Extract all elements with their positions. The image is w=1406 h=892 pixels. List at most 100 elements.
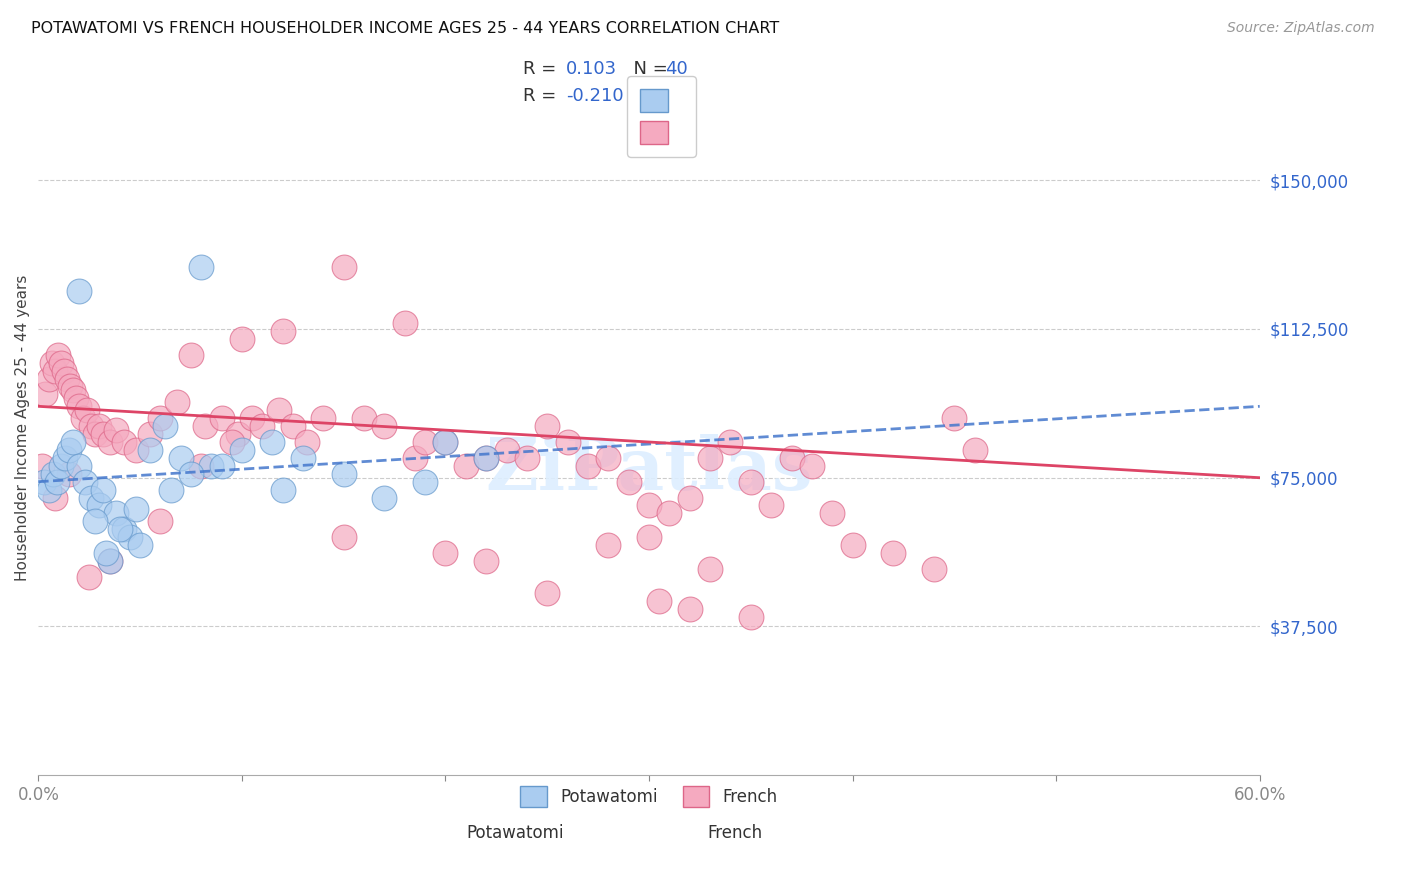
Point — [413, 475, 436, 489]
Point — [139, 442, 162, 457]
Point — [922, 562, 945, 576]
Point — [80, 419, 103, 434]
Text: 40: 40 — [665, 60, 688, 78]
Point — [34, 475, 56, 489]
Point — [780, 450, 803, 465]
Point — [166, 395, 188, 409]
Point — [65, 392, 87, 406]
Point — [129, 538, 152, 552]
Point — [291, 450, 314, 465]
Point — [394, 316, 416, 330]
Text: POTAWATOMI VS FRENCH HOUSEHOLDER INCOME AGES 25 - 44 YEARS CORRELATION CHART: POTAWATOMI VS FRENCH HOUSEHOLDER INCOME … — [31, 21, 779, 37]
Point — [53, 450, 76, 465]
Point — [98, 435, 121, 450]
Point — [118, 530, 141, 544]
Point — [373, 491, 395, 505]
Point — [821, 507, 844, 521]
Point — [699, 450, 721, 465]
Point — [149, 411, 172, 425]
Point — [67, 458, 90, 473]
Point — [963, 442, 986, 457]
Point — [617, 475, 640, 489]
Point — [190, 260, 212, 275]
Text: Potawatomi: Potawatomi — [465, 824, 564, 842]
Point — [231, 442, 253, 457]
Point — [536, 586, 558, 600]
Point — [200, 458, 222, 473]
Point — [679, 491, 702, 505]
Point — [52, 363, 75, 377]
Point — [98, 554, 121, 568]
Point — [475, 554, 498, 568]
Point — [536, 419, 558, 434]
Point — [67, 285, 90, 299]
Point — [139, 427, 162, 442]
Text: French: French — [707, 824, 762, 842]
Point — [841, 538, 863, 552]
Point — [38, 483, 60, 497]
Point — [62, 435, 84, 450]
Point — [557, 435, 579, 450]
Point — [31, 458, 53, 473]
Point — [190, 458, 212, 473]
Point — [75, 475, 97, 489]
Point — [576, 458, 599, 473]
Point — [153, 419, 176, 434]
Point — [149, 514, 172, 528]
Point — [434, 435, 457, 450]
Point — [112, 435, 135, 450]
Point — [89, 419, 111, 434]
Point — [720, 435, 742, 450]
Point — [49, 458, 72, 473]
Point — [41, 467, 63, 481]
Point — [49, 356, 72, 370]
Point — [44, 363, 66, 377]
Point — [699, 562, 721, 576]
Text: N =: N = — [623, 60, 673, 78]
Point — [104, 423, 127, 437]
Point — [598, 450, 620, 465]
Point — [59, 379, 82, 393]
Point — [84, 427, 107, 442]
Point — [658, 507, 681, 521]
Point — [638, 499, 661, 513]
Point — [77, 570, 100, 584]
Text: 0.103: 0.103 — [567, 60, 617, 78]
Point — [58, 442, 80, 457]
Point — [93, 483, 115, 497]
Point — [170, 450, 193, 465]
Point — [44, 491, 66, 505]
Point — [112, 522, 135, 536]
Point — [332, 530, 354, 544]
Point — [240, 411, 263, 425]
Point — [740, 609, 762, 624]
Point — [45, 475, 67, 489]
Point — [475, 450, 498, 465]
Point — [221, 435, 243, 450]
Point — [84, 514, 107, 528]
Point — [38, 371, 60, 385]
Point — [125, 502, 148, 516]
Point — [648, 593, 671, 607]
Point — [271, 483, 294, 497]
Point — [108, 522, 131, 536]
Point — [125, 442, 148, 457]
Text: -0.210: -0.210 — [567, 87, 624, 105]
Point — [231, 332, 253, 346]
Point — [226, 427, 249, 442]
Point — [211, 411, 233, 425]
Point — [211, 458, 233, 473]
Point — [454, 458, 477, 473]
Y-axis label: Householder Income Ages 25 - 44 years: Householder Income Ages 25 - 44 years — [15, 275, 30, 582]
Point — [740, 475, 762, 489]
Point — [638, 530, 661, 544]
Text: ZiPatlas: ZiPatlas — [485, 434, 813, 505]
Point — [252, 419, 274, 434]
Text: N =: N = — [623, 87, 673, 105]
Point — [312, 411, 335, 425]
Point — [80, 491, 103, 505]
Text: 85: 85 — [665, 87, 688, 105]
Point — [353, 411, 375, 425]
Point — [46, 348, 69, 362]
Point — [180, 348, 202, 362]
